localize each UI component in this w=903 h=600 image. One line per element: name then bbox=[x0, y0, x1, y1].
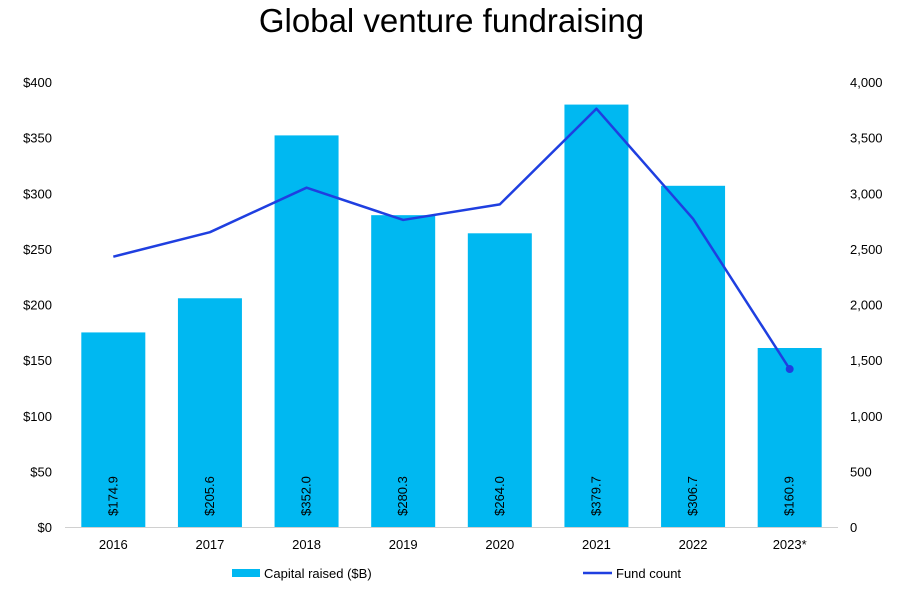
bar-data-label: $379.7 bbox=[588, 476, 603, 516]
bar bbox=[467, 233, 532, 528]
left-y-axis: $0 $50 $100 $150 $200 $250 $300 $350 $400 bbox=[23, 75, 52, 535]
left-y-tick-label: $0 bbox=[38, 520, 52, 535]
right-y-tick-label: 2,500 bbox=[850, 242, 883, 257]
bar bbox=[757, 347, 822, 527]
bar bbox=[274, 135, 339, 527]
right-y-tick-label: 2,000 bbox=[850, 298, 883, 313]
bar bbox=[81, 332, 146, 527]
right-y-tick-label: 3,000 bbox=[850, 186, 883, 201]
x-tick-label: 2021 bbox=[582, 537, 611, 552]
bar-data-label: $264.0 bbox=[492, 476, 507, 516]
bar-data-label: $306.7 bbox=[685, 476, 700, 516]
bar-data-label: $174.9 bbox=[105, 476, 120, 516]
left-y-tick-label: $50 bbox=[30, 464, 52, 479]
right-y-tick-label: 500 bbox=[850, 464, 872, 479]
x-tick-label: 2016 bbox=[99, 537, 128, 552]
chart-title: Global venture fundraising bbox=[258, 2, 645, 39]
x-tick-label: 2023* bbox=[773, 537, 807, 552]
right-y-tick-label: 0 bbox=[850, 520, 857, 535]
right-y-axis: 0 500 1,000 1,500 2,000 2,500 3,000 3,500 4,000 bbox=[850, 75, 883, 535]
x-axis: 2016 2017 2018 2019 2020 2021 2022 2023* bbox=[65, 527, 838, 552]
bar bbox=[661, 185, 726, 527]
right-y-tick-label: 1,500 bbox=[850, 353, 883, 368]
line-series bbox=[113, 107, 794, 374]
bar bbox=[564, 104, 629, 528]
bar bbox=[177, 298, 242, 527]
bar-data-label: $352.0 bbox=[299, 476, 314, 516]
legend: Capital raised ($B) Fund count bbox=[232, 566, 681, 581]
fund-count-line bbox=[113, 107, 791, 370]
x-tick-label: 2022 bbox=[679, 537, 708, 552]
legend-label-capital: Capital raised ($B) bbox=[264, 566, 372, 581]
bar-data-label: $160.9 bbox=[782, 476, 797, 516]
legend-swatch-capital bbox=[232, 569, 260, 577]
left-y-tick-label: $350 bbox=[23, 131, 52, 146]
right-y-tick-label: 1,000 bbox=[850, 409, 883, 424]
legend-label-fund-count: Fund count bbox=[616, 566, 681, 581]
x-tick-label: 2017 bbox=[195, 537, 224, 552]
bar-series: $174.9 $205.6 $352.0 $280.3 $264.0 $379.7 $306… bbox=[81, 104, 822, 528]
x-tick-label: 2019 bbox=[389, 537, 418, 552]
left-y-tick-label: $400 bbox=[23, 75, 52, 90]
left-y-tick-label: $300 bbox=[23, 186, 52, 201]
bar-data-label: $205.6 bbox=[202, 476, 217, 516]
left-y-tick-label: $200 bbox=[23, 298, 52, 313]
x-tick-label: 2020 bbox=[485, 537, 514, 552]
left-y-tick-label: $150 bbox=[23, 353, 52, 368]
x-tick-label: 2018 bbox=[292, 537, 321, 552]
fund-count-marker bbox=[785, 365, 794, 374]
bar-data-label: $280.3 bbox=[395, 476, 410, 516]
left-y-tick-label: $250 bbox=[23, 242, 52, 257]
left-y-tick-label: $100 bbox=[23, 409, 52, 424]
right-y-tick-label: 4,000 bbox=[850, 75, 883, 90]
right-y-tick-label: 3,500 bbox=[850, 131, 883, 146]
bar bbox=[371, 215, 436, 527]
